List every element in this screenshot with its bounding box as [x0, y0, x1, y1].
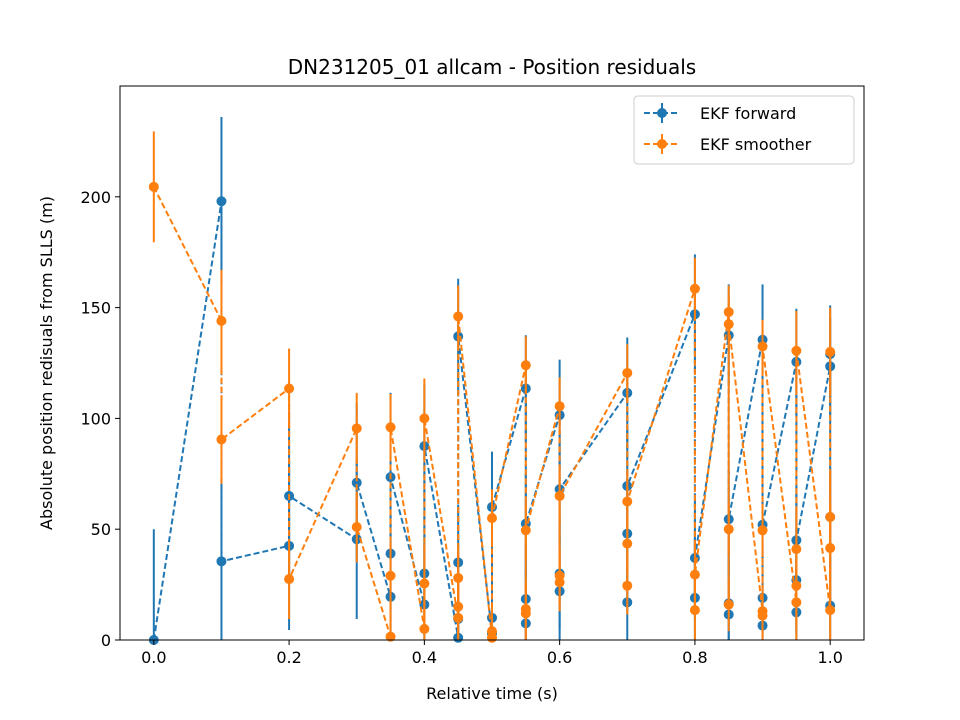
series-1 [148, 131, 836, 643]
data-point [419, 623, 430, 634]
data-point [216, 196, 227, 207]
axes-layer: 0.0 0.2 0.4 0.6 0.8 1.0 0 50 100 150 200 [80, 188, 842, 667]
data-point [554, 401, 565, 412]
x-axis-label: Relative time (s) [426, 684, 558, 703]
data-point [825, 543, 836, 554]
data-point [419, 413, 430, 424]
data-point [723, 307, 734, 318]
x-tick-label: 0.0 [141, 648, 166, 667]
data-point [757, 610, 768, 621]
y-tick-label: 150 [80, 299, 111, 318]
data-point [453, 612, 464, 623]
data-point [723, 599, 734, 610]
data-point [148, 181, 159, 192]
x-tick-label: 0.4 [412, 648, 437, 667]
data-point [554, 570, 565, 581]
data-point [453, 311, 464, 322]
data-point [453, 572, 464, 583]
data-point [825, 346, 836, 357]
chart-title: DN231205_01 allcam - Position residuals [288, 55, 696, 79]
data-point [723, 319, 734, 330]
data-point [791, 597, 802, 608]
plot-frame [119, 85, 865, 641]
data-point [351, 423, 362, 434]
legend-forward-marker [657, 108, 667, 118]
data-point [825, 512, 836, 523]
data-point [723, 524, 734, 535]
data-point [622, 538, 633, 549]
y-tick-label: 100 [80, 409, 111, 428]
y-tick-label: 50 [91, 520, 111, 539]
legend-forward-label: EKF forward [700, 104, 796, 123]
data-point [487, 626, 497, 637]
data-point [689, 569, 700, 580]
y-tick-label: 0 [101, 631, 111, 650]
x-tick-label: 0.6 [547, 648, 572, 667]
data-point [825, 605, 836, 616]
data-point [385, 570, 396, 581]
legend-frame [633, 95, 855, 165]
data-point [689, 283, 700, 294]
data-point [351, 521, 362, 532]
y-axis-label: Absolute position redisuals from SLLS (m… [37, 196, 56, 530]
x-tick-label: 0.8 [682, 648, 707, 667]
series-layer [148, 117, 836, 645]
data-point [216, 556, 227, 567]
data-point [487, 513, 497, 524]
data-point [520, 360, 531, 371]
data-point [622, 496, 633, 507]
legend-entry-smoother: EKF smoother [644, 134, 812, 154]
data-point [216, 434, 227, 445]
x-tick-label: 1.0 [817, 648, 842, 667]
data-point [520, 525, 531, 536]
legend-entry-forward: EKF forward [644, 103, 796, 123]
data-point [520, 603, 531, 614]
data-point [284, 383, 295, 394]
data-point [622, 367, 633, 378]
legend-smoother-marker [657, 139, 667, 149]
data-point [216, 315, 227, 326]
data-point [554, 490, 565, 501]
data-point [284, 574, 295, 585]
y-tick-label: 200 [80, 188, 111, 207]
legend: EKF forward EKF smoother [633, 95, 855, 165]
data-point [757, 525, 768, 536]
data-point [385, 631, 396, 642]
data-point [622, 580, 633, 591]
data-point [419, 578, 430, 589]
data-point [791, 345, 802, 356]
data-point [791, 544, 802, 555]
data-point [791, 580, 802, 591]
x-tick-label: 0.2 [276, 648, 301, 667]
data-point [385, 422, 396, 433]
data-point [351, 477, 362, 488]
data-point [757, 341, 768, 352]
data-point [689, 605, 700, 616]
legend-smoother-label: EKF smoother [700, 135, 812, 154]
data-point [453, 601, 464, 612]
